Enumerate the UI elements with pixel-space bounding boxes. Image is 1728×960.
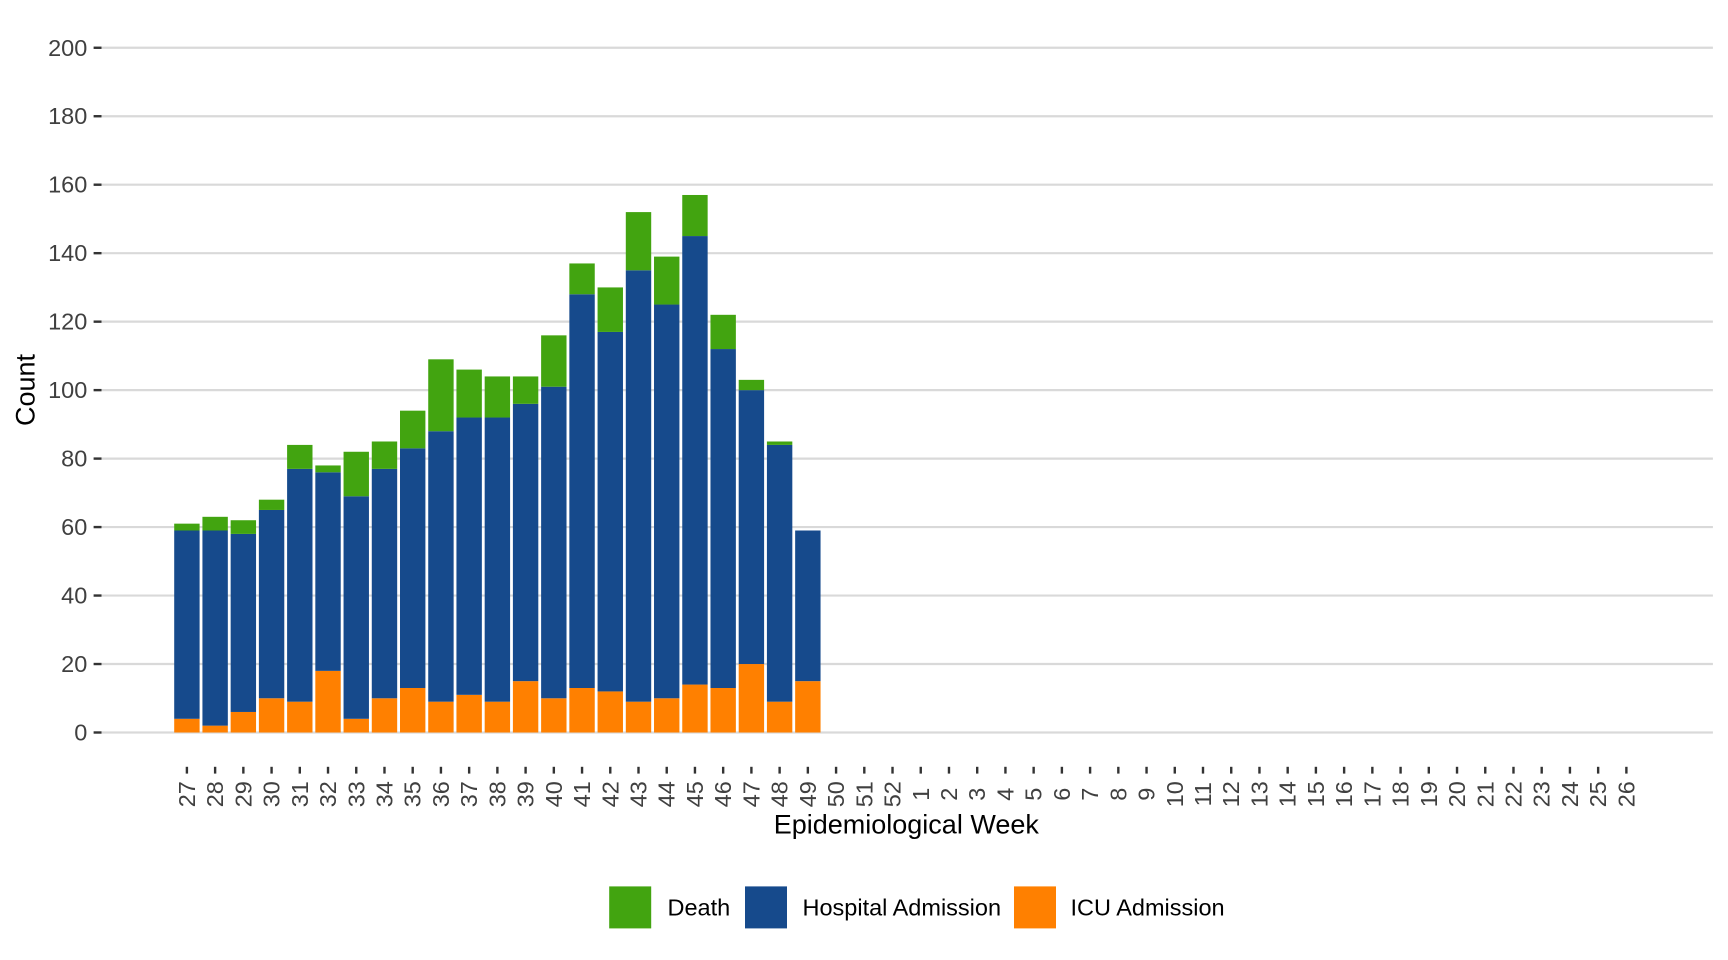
svg-text:9: 9 bbox=[1134, 788, 1160, 801]
svg-text:11: 11 bbox=[1190, 782, 1216, 806]
svg-text:13: 13 bbox=[1246, 781, 1272, 807]
svg-text:Count: Count bbox=[11, 353, 41, 426]
svg-text:200: 200 bbox=[48, 35, 87, 61]
svg-text:15: 15 bbox=[1303, 781, 1329, 807]
svg-text:21: 21 bbox=[1472, 781, 1498, 807]
svg-text:10: 10 bbox=[1162, 781, 1188, 807]
svg-text:60: 60 bbox=[61, 514, 87, 540]
svg-text:12: 12 bbox=[1218, 781, 1244, 807]
svg-text:16: 16 bbox=[1331, 781, 1357, 807]
svg-text:4: 4 bbox=[992, 788, 1018, 801]
svg-text:ICU Admission: ICU Admission bbox=[1071, 894, 1225, 920]
svg-text:45: 45 bbox=[682, 781, 708, 807]
svg-text:120: 120 bbox=[48, 309, 87, 335]
svg-text:26: 26 bbox=[1613, 781, 1639, 807]
svg-text:6: 6 bbox=[1049, 788, 1075, 801]
svg-text:Hospital Admission: Hospital Admission bbox=[803, 894, 1002, 920]
svg-text:41: 41 bbox=[569, 781, 595, 807]
svg-text:33: 33 bbox=[343, 781, 369, 807]
svg-text:0: 0 bbox=[74, 720, 87, 746]
svg-text:49: 49 bbox=[795, 781, 821, 807]
svg-text:40: 40 bbox=[61, 583, 87, 609]
svg-text:36: 36 bbox=[428, 781, 454, 807]
svg-text:20: 20 bbox=[1444, 781, 1470, 807]
svg-text:23: 23 bbox=[1529, 781, 1555, 807]
svg-text:39: 39 bbox=[513, 781, 539, 807]
svg-text:3: 3 bbox=[964, 788, 990, 801]
svg-text:140: 140 bbox=[48, 240, 87, 266]
svg-text:46: 46 bbox=[710, 781, 736, 807]
svg-text:100: 100 bbox=[48, 377, 87, 403]
svg-text:25: 25 bbox=[1585, 781, 1611, 807]
svg-text:47: 47 bbox=[738, 781, 764, 807]
svg-text:180: 180 bbox=[48, 103, 87, 129]
svg-text:Epidemiological Week: Epidemiological Week bbox=[774, 810, 1040, 840]
svg-text:30: 30 bbox=[259, 781, 285, 807]
svg-text:34: 34 bbox=[371, 781, 397, 807]
svg-text:20: 20 bbox=[61, 651, 87, 677]
svg-text:35: 35 bbox=[400, 781, 426, 807]
svg-text:160: 160 bbox=[48, 172, 87, 198]
svg-text:17: 17 bbox=[1359, 781, 1385, 807]
svg-text:51: 51 bbox=[851, 781, 877, 807]
svg-text:18: 18 bbox=[1388, 781, 1414, 807]
svg-text:32: 32 bbox=[315, 781, 341, 807]
svg-text:5: 5 bbox=[1021, 788, 1047, 801]
svg-text:2: 2 bbox=[936, 788, 962, 801]
svg-text:50: 50 bbox=[823, 781, 849, 807]
svg-text:28: 28 bbox=[202, 781, 228, 807]
svg-text:42: 42 bbox=[597, 781, 623, 807]
svg-text:1: 1 bbox=[908, 788, 934, 801]
svg-text:22: 22 bbox=[1500, 781, 1526, 807]
svg-text:52: 52 bbox=[880, 781, 906, 807]
svg-text:8: 8 bbox=[1105, 788, 1131, 801]
svg-text:27: 27 bbox=[174, 781, 200, 807]
svg-text:44: 44 bbox=[654, 781, 680, 807]
svg-text:40: 40 bbox=[541, 781, 567, 807]
svg-text:31: 31 bbox=[287, 781, 313, 807]
svg-text:43: 43 bbox=[626, 781, 652, 807]
svg-text:37: 37 bbox=[456, 781, 482, 807]
svg-text:48: 48 bbox=[767, 781, 793, 807]
svg-text:24: 24 bbox=[1557, 781, 1583, 807]
svg-text:38: 38 bbox=[484, 781, 510, 807]
svg-text:80: 80 bbox=[61, 446, 87, 472]
svg-text:7: 7 bbox=[1077, 788, 1103, 801]
svg-text:14: 14 bbox=[1275, 781, 1301, 807]
svg-text:19: 19 bbox=[1416, 781, 1442, 807]
svg-text:29: 29 bbox=[230, 781, 256, 807]
svg-text:Death: Death bbox=[668, 894, 731, 920]
